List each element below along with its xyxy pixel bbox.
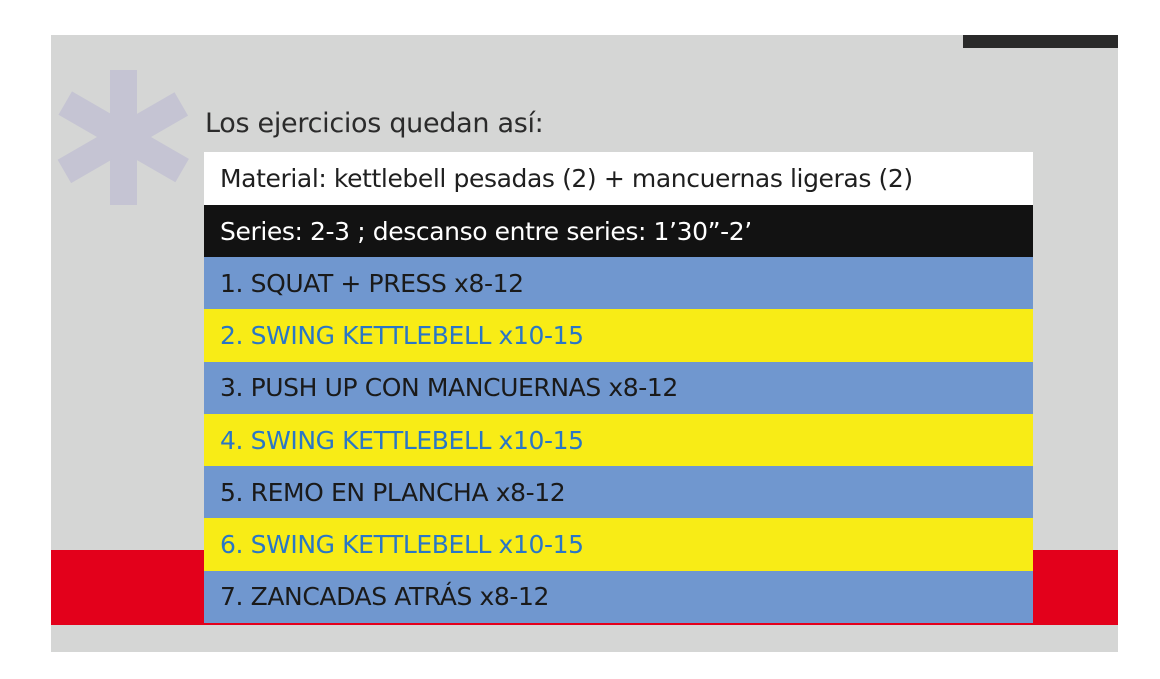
series-row: Series: 2-3 ; descanso entre series: 1’3… (204, 205, 1033, 257)
exercise-row: 3. PUSH UP CON MANCUERNAS x8-12 (204, 361, 1033, 414)
heading: Los ejercicios quedan así: (205, 108, 544, 139)
exercise-row: 1. SQUAT + PRESS x8-12 (204, 257, 1033, 310)
exercise-row: 2. SWING KETTLEBELL x10-15 (204, 309, 1033, 362)
exercise-row: 7. ZANCADAS ATRÁS x8-12 (204, 570, 1033, 624)
material-row: Material: kettlebell pesadas (2) + mancu… (204, 152, 1033, 205)
corner-image-strip (963, 35, 1118, 48)
exercise-row: 5. REMO EN PLANCHA x8-12 (204, 466, 1033, 519)
exercise-table: Material: kettlebell pesadas (2) + mancu… (204, 152, 1033, 624)
asterisk-icon (57, 70, 189, 205)
exercise-row: 6. SWING KETTLEBELL x10-15 (204, 518, 1033, 571)
exercise-row: 4. SWING KETTLEBELL x10-15 (204, 413, 1033, 467)
